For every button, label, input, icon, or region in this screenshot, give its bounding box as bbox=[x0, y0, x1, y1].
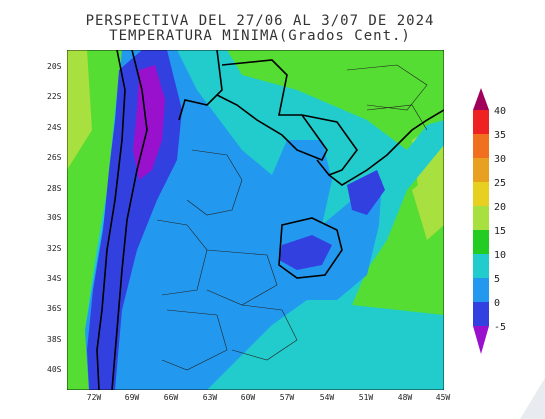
colorbar-swatch bbox=[473, 182, 489, 206]
country-borders bbox=[96, 50, 444, 390]
cold-pocket-uruguay bbox=[279, 235, 332, 270]
x-tick-label: 66W bbox=[163, 393, 179, 402]
lake bbox=[255, 315, 265, 321]
map-title: PERSPECTIVA DEL 27/06 AL 3/07 DE 2024 bbox=[85, 13, 435, 29]
colorbar-label: 40 bbox=[494, 106, 507, 117]
colorbar-label: 35 bbox=[494, 130, 507, 141]
colorbar-label: 15 bbox=[494, 226, 507, 237]
colorbar-label: 5 bbox=[494, 274, 501, 285]
x-tick-label: 48W bbox=[397, 393, 413, 402]
colorbar-swatch bbox=[473, 230, 489, 254]
y-tick-label: 28S bbox=[47, 184, 62, 193]
cold-pocket-east bbox=[347, 170, 385, 215]
lake bbox=[243, 324, 251, 328]
y-tick-label: 30S bbox=[47, 213, 62, 222]
colorbar-label: 10 bbox=[494, 250, 507, 261]
x-tick-label: 51W bbox=[358, 393, 374, 402]
y-tick-label: 20S bbox=[47, 62, 62, 71]
colorbar-bottom-arrow bbox=[473, 326, 489, 354]
y-tick-label: 34S bbox=[47, 274, 62, 283]
colorbar-label: 20 bbox=[494, 202, 507, 213]
colorbar-top-arrow bbox=[473, 88, 489, 110]
mild-warm-field-west bbox=[67, 50, 92, 170]
x-tick-label: 69W bbox=[124, 393, 140, 402]
y-tick-label: 40S bbox=[47, 365, 62, 374]
ocean-warm-patch bbox=[412, 165, 444, 240]
x-tick-label: 63W bbox=[202, 393, 218, 402]
x-tick-label: 54W bbox=[319, 393, 335, 402]
y-tick-label: 26S bbox=[47, 153, 62, 162]
colorbar-swatch bbox=[473, 134, 489, 158]
colorbar-swatch bbox=[473, 158, 489, 182]
temperature-colorbar bbox=[473, 88, 489, 354]
colorbar-label: 0 bbox=[494, 298, 501, 309]
watermark-logo bbox=[520, 378, 545, 419]
colorbar-swatch bbox=[473, 278, 489, 302]
colorbar-swatch bbox=[473, 110, 489, 134]
colorbar-swatch bbox=[473, 254, 489, 278]
x-tick-label: 60W bbox=[240, 393, 256, 402]
y-tick-label: 22S bbox=[47, 92, 62, 101]
x-tick-label: 45W bbox=[435, 393, 451, 402]
colorbar-label: -5 bbox=[494, 322, 507, 333]
y-tick-label: 38S bbox=[47, 335, 62, 344]
y-tick-label: 32S bbox=[47, 244, 62, 253]
colorbar-label: 25 bbox=[494, 178, 507, 189]
province-borders bbox=[156, 64, 428, 371]
temperature-map bbox=[67, 50, 444, 390]
x-tick-label: 72W bbox=[86, 393, 102, 402]
map-subtitle: TEMPERATURA MINIMA(Grados Cent.) bbox=[109, 28, 411, 44]
y-tick-label: 24S bbox=[47, 123, 62, 132]
colorbar-label: 30 bbox=[494, 154, 507, 165]
colorbar-swatch bbox=[473, 302, 489, 326]
y-tick-label: 36S bbox=[47, 304, 62, 313]
colorbar-swatch bbox=[473, 206, 489, 230]
x-tick-label: 57W bbox=[279, 393, 295, 402]
